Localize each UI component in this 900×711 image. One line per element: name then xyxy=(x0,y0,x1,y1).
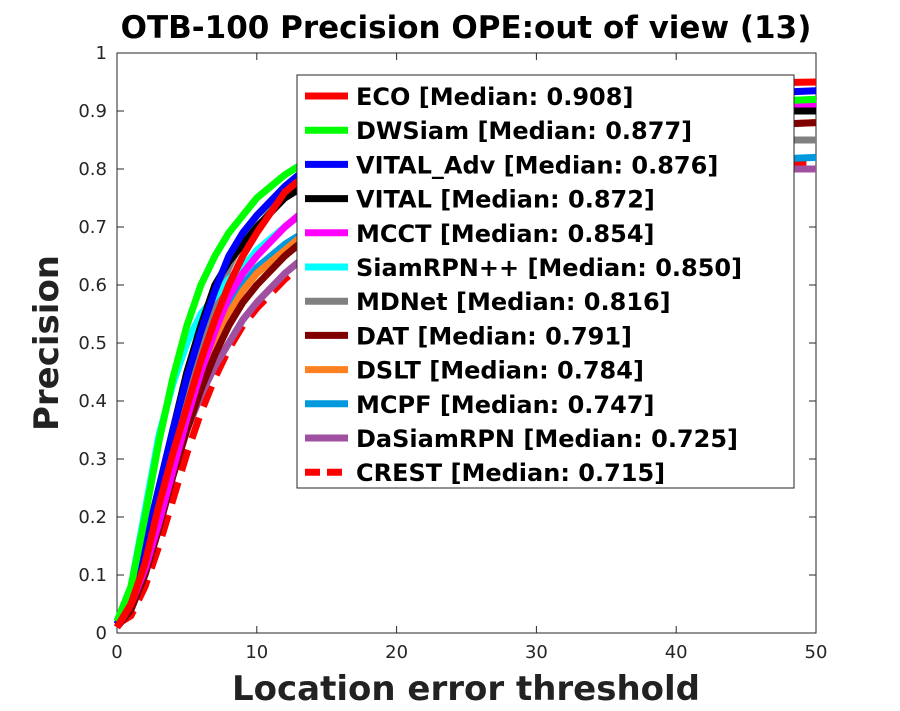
y-tick-label: 0.2 xyxy=(78,507,107,528)
legend-entry: MDNet [Median: 0.816] xyxy=(356,288,671,316)
legend-entry: ECO [Median: 0.908] xyxy=(356,83,633,111)
legend-box xyxy=(296,74,795,489)
legend-entry: MCCT [Median: 0.854] xyxy=(356,220,655,248)
legend-entry: DSLT [Median: 0.784] xyxy=(356,357,644,385)
legend-entry: VITAL [Median: 0.872] xyxy=(356,186,655,214)
chart-title: OTB-100 Precision OPE:out of view (13) xyxy=(121,10,812,46)
series-line xyxy=(115,159,816,628)
x-tick-label: 30 xyxy=(525,642,548,663)
y-tick-label: 0.3 xyxy=(78,449,107,470)
y-tick-label: 0.9 xyxy=(78,101,107,122)
y-tick-label: 0.6 xyxy=(78,275,107,296)
x-axis-label: Location error threshold xyxy=(232,669,700,709)
x-tick-label: 10 xyxy=(245,642,268,663)
y-tick-label: 0.5 xyxy=(78,333,107,354)
legend-entry: DaSiamRPN [Median: 0.725] xyxy=(356,425,738,453)
legend-entry: VITAL_Adv [Median: 0.876] xyxy=(356,151,718,179)
legend-entry: DWSiam [Median: 0.877] xyxy=(356,117,692,145)
legend-entry: MCPF [Median: 0.747] xyxy=(356,391,655,419)
y-tick-label: 1 xyxy=(96,43,107,64)
legend-entry: SiamRPN++ [Median: 0.850] xyxy=(356,254,742,282)
x-tick-label: 40 xyxy=(665,642,688,663)
x-tick-label: 0 xyxy=(111,642,122,663)
x-tick-label: 50 xyxy=(805,642,828,663)
x-tick-label: 20 xyxy=(385,642,408,663)
y-tick-label: 0.1 xyxy=(78,565,107,586)
y-axis-ticks: 0 0.1 0.2 0.3 0.4 0.5 0.6 0.7 0.8 0.9 1 xyxy=(78,43,816,644)
y-tick-label: 0.7 xyxy=(78,217,107,238)
y-axis-label: Precision xyxy=(27,255,67,431)
y-tick-label: 0.4 xyxy=(78,391,107,412)
legend-entry: DAT [Median: 0.791] xyxy=(356,322,632,350)
y-tick-label: 0.8 xyxy=(78,159,107,180)
y-tick-label: 0 xyxy=(96,623,107,644)
legend: ECO [Median: 0.908] DWSiam [Median: 0.877… xyxy=(296,74,795,489)
legend-entry: CREST [Median: 0.715] xyxy=(356,459,665,487)
x-axis-ticks: 0 10 20 30 40 50 xyxy=(111,53,827,663)
